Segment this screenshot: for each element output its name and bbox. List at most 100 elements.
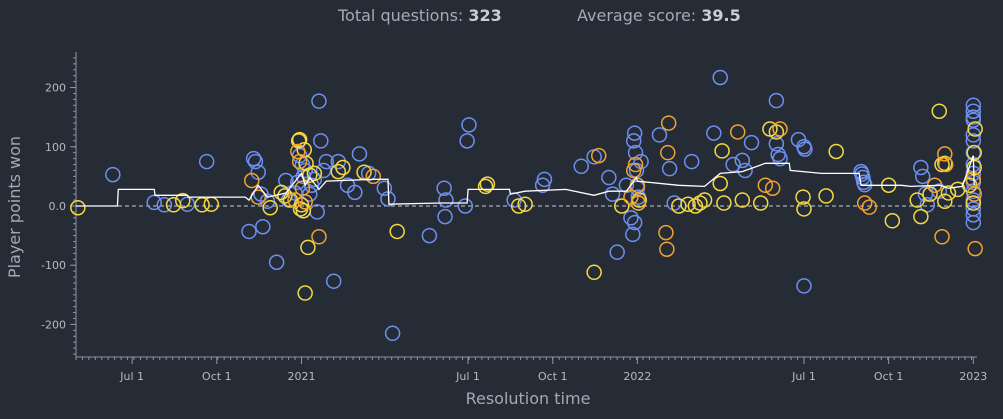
x-tick-label: 2021 <box>287 370 315 383</box>
blue-point <box>347 184 363 201</box>
average-score-stat: Average score: 39.5 <box>577 6 741 25</box>
x-tick-label: Jul 1 <box>791 370 816 383</box>
yellow-point <box>300 239 316 256</box>
yellow-point <box>510 198 527 214</box>
blue-point <box>313 133 329 149</box>
orange-point <box>627 156 644 173</box>
total-questions-value: 323 <box>468 6 502 25</box>
blue-point <box>625 226 641 243</box>
orange-point <box>772 121 788 137</box>
yellow-point <box>940 185 957 201</box>
blue-point <box>625 133 642 149</box>
blue-point <box>459 133 475 149</box>
blue-point <box>198 153 215 170</box>
blue-point <box>651 127 668 143</box>
orange-point <box>967 240 983 257</box>
blue-point <box>156 197 173 213</box>
y-tick-label: 0.0 <box>49 200 67 213</box>
chart-axes: -200 -100 0.0 100 200 Jul 1 Oct 1 2021 Jul 1 Oct … <box>41 52 987 383</box>
blue-point <box>712 69 728 86</box>
yellow-point <box>796 201 812 217</box>
blue-point <box>796 278 812 294</box>
running-average-line <box>76 155 975 207</box>
orange-point <box>630 195 647 211</box>
y-tick-label: 100 <box>45 141 66 154</box>
x-tick-label: 2022 <box>623 370 651 383</box>
yellow-point <box>306 165 323 182</box>
blue-point <box>965 127 982 143</box>
orange-point <box>365 168 382 185</box>
blue-point <box>105 166 121 183</box>
blue-point <box>461 117 477 133</box>
total-questions-label: Total questions: <box>338 6 464 25</box>
y-tick-label: -200 <box>41 318 66 331</box>
yellow-point <box>931 103 948 119</box>
yellow-point <box>70 200 86 216</box>
yellow-point <box>828 143 844 160</box>
orange-point <box>856 195 873 211</box>
blue-point <box>623 210 639 226</box>
blue-point <box>536 171 553 188</box>
orange-point <box>660 115 677 131</box>
blue-point <box>734 152 751 169</box>
blue-point <box>797 141 813 157</box>
yellow-point <box>282 192 299 208</box>
orange-point <box>590 147 607 164</box>
yellow-point <box>692 195 708 211</box>
yellow-point <box>335 159 351 176</box>
blue-point <box>268 254 285 270</box>
blue-point <box>376 180 393 196</box>
average-score-value: 39.5 <box>701 6 741 25</box>
yellow-point <box>937 193 953 209</box>
yellow-point <box>517 196 533 212</box>
yellow-point <box>913 208 929 225</box>
blue-point <box>706 125 722 141</box>
blue-point <box>436 180 452 196</box>
blue-point <box>318 153 335 170</box>
orange-point <box>291 153 308 170</box>
blue-point <box>601 169 617 186</box>
x-tick-label: 2023 <box>959 370 987 383</box>
y-axis-title: Player points won <box>5 136 24 278</box>
blue-point <box>421 227 438 244</box>
blue-point <box>683 153 700 170</box>
blue-point <box>297 162 313 179</box>
yellow-point <box>262 200 278 216</box>
yellow-point <box>818 188 834 204</box>
running-average <box>76 155 975 207</box>
orange-point <box>729 124 746 140</box>
yellow-point <box>291 131 308 148</box>
blue-point <box>914 168 931 185</box>
yellow-point <box>922 186 938 202</box>
blue-point <box>179 196 196 212</box>
blue-point <box>772 150 788 167</box>
yellow-point <box>716 195 732 211</box>
blue-point <box>661 160 678 177</box>
blue-point <box>743 134 760 151</box>
blue-point <box>965 97 982 114</box>
yellow-point <box>752 195 769 211</box>
yellow-point <box>965 195 982 211</box>
yellow-point <box>795 189 811 205</box>
yellow-point <box>175 192 191 209</box>
yellow-point <box>680 196 696 212</box>
yellow-point <box>966 144 982 161</box>
blue-point <box>351 146 368 162</box>
blue-point <box>534 177 551 194</box>
blue-point <box>146 194 162 211</box>
orange-point <box>625 162 642 179</box>
yellow-point <box>909 192 925 208</box>
blue-point <box>325 273 342 289</box>
blue-point <box>255 218 271 235</box>
blue-point <box>245 150 262 167</box>
blue-point <box>768 92 785 109</box>
chart-points <box>70 69 983 342</box>
blue-point <box>965 103 982 119</box>
orange-point <box>861 199 878 215</box>
yellow-point <box>297 285 313 301</box>
yellow-point <box>330 163 347 180</box>
yellow-point <box>298 155 314 172</box>
x-tick-label: Oct 1 <box>202 370 232 383</box>
average-score-label: Average score: <box>577 6 697 25</box>
blue-point <box>965 214 982 231</box>
